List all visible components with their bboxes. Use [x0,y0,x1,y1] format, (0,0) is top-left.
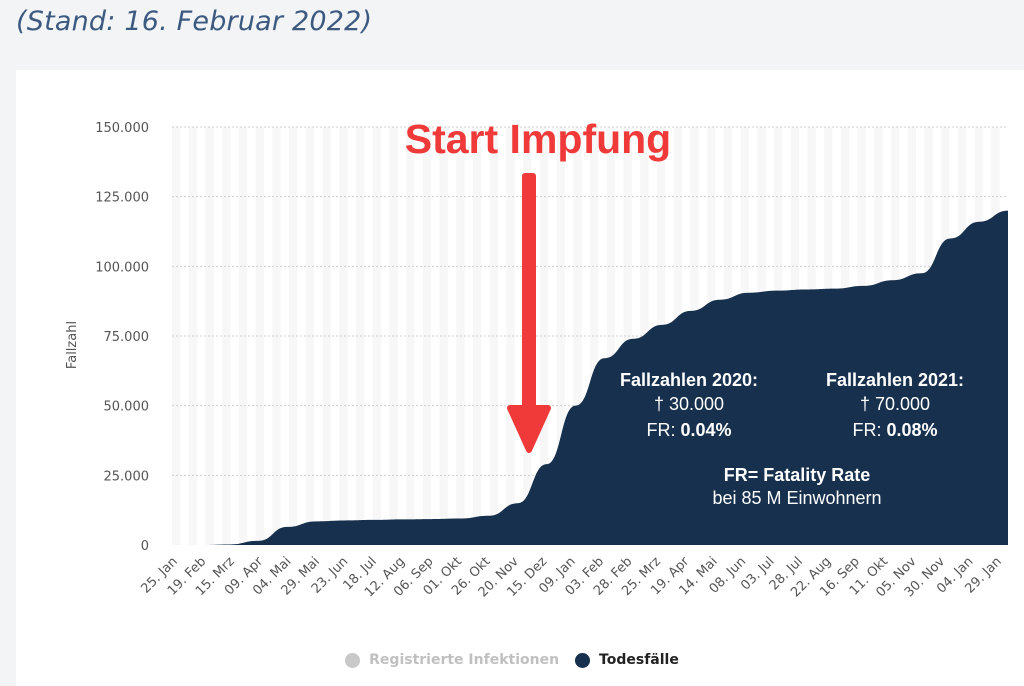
box-2021-deaths: † 70.000 [860,394,930,414]
annotation-start-impfung: Start Impfung [405,116,671,162]
box-2020-fr-value: 0.04% [680,420,731,440]
box-2020-deaths: † 30.000 [654,394,724,414]
series-area-todesfaelle [172,210,1008,545]
background-band [439,127,448,545]
background-band [238,127,248,545]
y-tick-label: 75.000 [104,330,150,345]
background-band [322,127,331,545]
background-band [506,127,515,545]
background-band [255,127,264,545]
background-band [606,127,616,545]
background-band [623,127,632,545]
y-tick-label: 150.000 [95,121,149,136]
y-tick-label: 100.000 [95,260,149,275]
background-band [422,127,432,545]
box-2020-fr: FR: 0.04% [646,420,731,440]
y-axis-label: Fallzahl [65,321,80,369]
legend-item-registrierte-infektionen[interactable]: Registrierte Infektionen [345,652,559,668]
annotations: Start Impfung Fallzahlen 2020: † 30.000 … [405,116,964,508]
population-note: bei 85 M Einwohnern [712,488,881,508]
legend-dot-icon [575,652,591,668]
box-2021-fr-value: 0.08% [886,420,937,440]
annotation-arrow [507,173,551,453]
background-band [339,127,348,545]
box-2020-fr-label: FR: [646,420,680,440]
y-tick-label: 0 [141,539,149,554]
box-2021-fr-label: FR: [852,420,886,440]
background-band [590,127,599,545]
y-tick-label: 25.000 [104,469,150,484]
y-tick-label: 125.000 [95,191,149,206]
chart-legend: Registrierte Infektionen Todesfälle [0,652,1024,668]
legend-label: Todesfälle [599,652,679,668]
background-band [406,127,415,545]
y-tick-label: 50.000 [104,400,150,415]
fatality-rate-definition: FR= Fatality Rate [724,465,871,485]
chart-subtitle: (Stand: 16. Februar 2022) [16,6,373,37]
y-axis-ticks: 0 25.000 50.000 75.000 100.000 125.000 150.000 [95,121,149,554]
legend-label: Registrierte Infektionen [369,652,560,668]
box-2020-title: Fallzahlen 2020: [620,370,758,390]
legend-item-todesfaelle[interactable]: Todesfälle [575,652,679,668]
legend-dot-icon [345,652,361,668]
background-band [222,127,231,545]
box-2021-title: Fallzahlen 2021: [826,370,964,390]
box-2021-fr: FR: 0.08% [852,420,937,440]
